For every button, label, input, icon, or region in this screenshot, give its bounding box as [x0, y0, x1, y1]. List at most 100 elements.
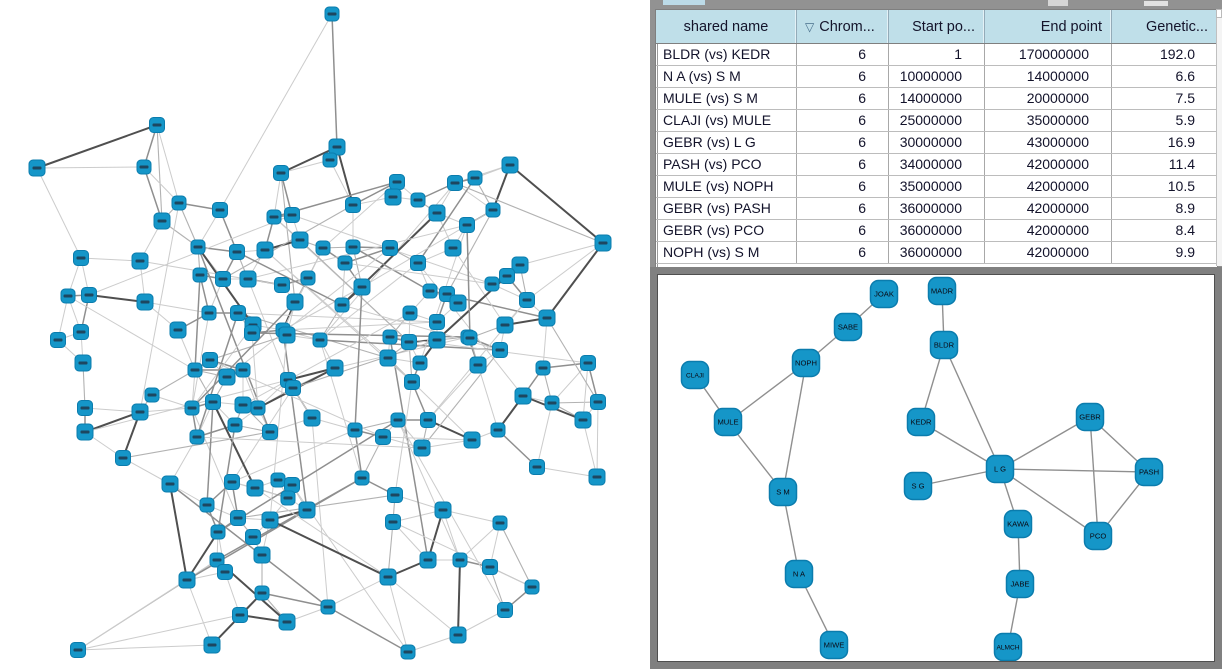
network-node[interactable] [77, 400, 93, 416]
network-node[interactable] [303, 409, 321, 427]
node-shape[interactable] [903, 471, 933, 501]
table-row[interactable]: MULE (vs) NOPH 6 35000000 42000000 10.5 [656, 176, 1217, 198]
network-node[interactable]: MADR [927, 276, 957, 306]
network-node[interactable] [496, 316, 514, 334]
network-node[interactable] [385, 514, 401, 530]
network-node[interactable] [144, 387, 160, 403]
network-node[interactable] [215, 271, 231, 287]
network-node[interactable] [171, 195, 187, 211]
subnetwork-canvas[interactable]: JOAK MADR SABE BLDR NOPH CLAJI MULE KEDR GEBR L G… [657, 274, 1215, 662]
table-row[interactable]: BLDR (vs) KEDR 6 1 170000000 192.0 [656, 44, 1217, 66]
column-header-end-point[interactable]: End point [985, 10, 1112, 43]
network-node[interactable] [115, 450, 131, 466]
network-node[interactable] [278, 613, 296, 631]
table-row[interactable]: MULE (vs) S M 6 14000000 20000000 7.5 [656, 88, 1217, 110]
network-node[interactable] [73, 250, 89, 266]
cell-shared-name[interactable]: NOPH (vs) S M [656, 242, 797, 263]
network-node[interactable] [428, 331, 446, 349]
network-node[interactable] [422, 283, 438, 299]
cell-start[interactable]: 36000000 [889, 198, 985, 219]
network-node[interactable] [280, 490, 296, 506]
network-node[interactable] [328, 138, 346, 156]
large-network-canvas[interactable] [0, 0, 650, 669]
network-node[interactable] [270, 472, 286, 488]
table-row[interactable]: PASH (vs) PCO 6 34000000 42000000 11.4 [656, 154, 1217, 176]
network-node[interactable] [315, 240, 331, 256]
node-shape[interactable] [993, 632, 1023, 661]
network-node[interactable] [192, 267, 208, 283]
cell-start[interactable]: 1 [889, 44, 985, 65]
network-node[interactable] [490, 422, 506, 438]
network-edge[interactable] [782, 362, 807, 493]
network-node[interactable] [187, 362, 203, 378]
network-edge[interactable] [999, 468, 1150, 473]
network-node[interactable]: MULE [713, 407, 743, 437]
network-node[interactable] [189, 429, 205, 445]
column-header-start-position[interactable]: Start po... [889, 10, 985, 43]
network-node[interactable] [514, 387, 532, 405]
network-node[interactable] [274, 277, 290, 293]
table-row[interactable]: GEBR (vs) PCO 6 36000000 42000000 8.4 [656, 220, 1217, 242]
network-node[interactable] [519, 292, 535, 308]
table-scrollbar-button[interactable] [1216, 9, 1222, 18]
table-row[interactable]: GEBR (vs) L G 6 30000000 43000000 16.9 [656, 132, 1217, 154]
network-node[interactable] [234, 396, 252, 414]
network-node[interactable] [50, 332, 66, 348]
cell-shared-name[interactable]: MULE (vs) S M [656, 88, 797, 109]
node-shape[interactable] [1083, 521, 1113, 551]
network-node[interactable] [284, 477, 300, 493]
network-node[interactable] [232, 607, 248, 623]
cell-shared-name[interactable]: CLAJI (vs) MULE [656, 110, 797, 131]
cell-chromosome[interactable]: 6 [797, 242, 889, 263]
table-row[interactable]: NOPH (vs) S M 6 36000000 42000000 9.9 [656, 242, 1217, 264]
node-shape[interactable] [819, 630, 849, 660]
node-shape[interactable] [906, 407, 936, 437]
network-node[interactable] [74, 354, 92, 372]
network-node[interactable]: KEDR [906, 407, 936, 437]
cell-chromosome[interactable]: 6 [797, 66, 889, 87]
network-node[interactable] [60, 288, 76, 304]
network-node[interactable] [379, 349, 397, 367]
network-node[interactable] [246, 479, 264, 497]
network-node[interactable] [28, 159, 46, 177]
network-node[interactable] [469, 356, 487, 374]
network-node[interactable]: JABE [1005, 569, 1035, 599]
node-shape[interactable] [784, 559, 814, 589]
cell-genetic[interactable]: 11.4 [1168, 156, 1195, 172]
network-node[interactable] [449, 626, 467, 644]
cell-genetic[interactable]: 16.9 [1167, 134, 1195, 150]
network-node[interactable] [337, 255, 353, 271]
network-node[interactable] [245, 529, 261, 545]
network-node[interactable] [131, 403, 149, 421]
cell-end[interactable]: 42000000 [985, 220, 1112, 241]
network-node[interactable] [81, 287, 97, 303]
network-node[interactable] [262, 424, 278, 440]
cell-start[interactable]: 36000000 [889, 242, 985, 263]
network-node[interactable] [253, 546, 271, 564]
network-node[interactable] [544, 395, 560, 411]
network-node[interactable] [235, 362, 251, 378]
network-node[interactable] [169, 321, 187, 339]
cell-chromosome[interactable]: 6 [797, 198, 889, 219]
cell-chromosome[interactable]: 6 [797, 44, 889, 65]
cell-shared-name[interactable]: N A (vs) S M [656, 66, 797, 87]
network-node[interactable] [434, 501, 452, 519]
cell-shared-name[interactable]: PASH (vs) PCO [656, 154, 797, 175]
network-node[interactable] [218, 368, 236, 386]
network-node[interactable]: CLAJI [680, 360, 710, 390]
network-node[interactable] [580, 355, 596, 371]
network-node[interactable]: MIWE [819, 630, 849, 660]
network-node[interactable] [511, 256, 529, 274]
network-node[interactable] [298, 501, 316, 519]
network-node[interactable] [354, 470, 370, 486]
cell-chromosome[interactable]: 6 [797, 220, 889, 241]
network-node[interactable] [209, 552, 225, 568]
network-node[interactable] [347, 422, 363, 438]
node-shape[interactable] [791, 348, 821, 378]
network-node[interactable] [467, 170, 483, 186]
network-node[interactable] [202, 352, 218, 368]
network-node[interactable] [254, 585, 270, 601]
network-node[interactable] [230, 510, 246, 526]
network-node[interactable] [492, 515, 508, 531]
network-node[interactable] [413, 439, 431, 457]
